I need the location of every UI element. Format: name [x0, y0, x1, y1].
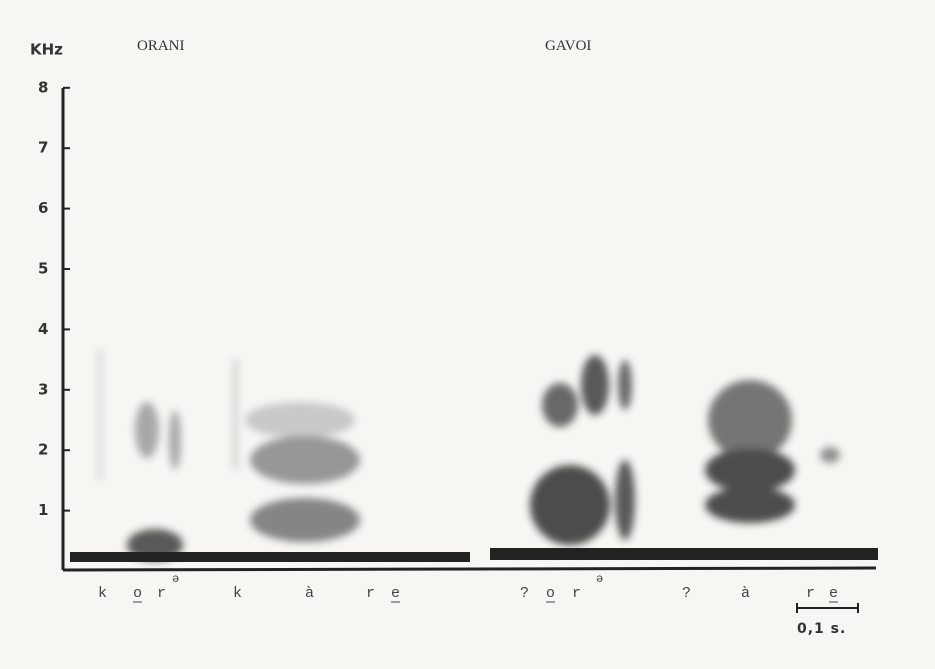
segment: ?: [520, 585, 529, 602]
segment: r: [572, 585, 581, 602]
y-tick-label: 2: [38, 441, 48, 459]
panel-title: ORANI: [137, 38, 185, 54]
segment: r: [157, 585, 166, 602]
segment: ?: [682, 585, 691, 602]
segment: r: [366, 585, 375, 602]
voicing-bar: [70, 552, 470, 562]
y-tick-label: 6: [38, 199, 48, 217]
y-tick-label: 8: [38, 78, 48, 96]
segment: k: [233, 585, 242, 602]
y-tick-label: 3: [38, 380, 48, 398]
panel-title: GAVOI: [545, 38, 591, 54]
transcription: k o rək à r e? o rə? à r e: [98, 572, 838, 603]
segment: r: [806, 585, 815, 602]
y-tick-label: 5: [38, 260, 48, 278]
scale-label: 0,1 s.: [797, 621, 846, 637]
x-axis: [62, 566, 877, 572]
y-tick-label: 7: [38, 139, 48, 157]
segment: o: [546, 585, 555, 602]
voicing-bar: [490, 548, 878, 560]
axis-unit: KHz: [30, 41, 63, 59]
segment: o: [133, 585, 142, 602]
segment: e: [391, 585, 400, 602]
y-tick-label: 1: [38, 501, 48, 519]
y-ticks: 1 2 3 4 5 6 7 8: [38, 78, 70, 519]
segment: e: [829, 585, 838, 602]
segment: ə: [172, 572, 179, 586]
spectrogram: [98, 350, 840, 561]
y-tick-label: 4: [38, 320, 48, 338]
segment: à: [305, 585, 314, 602]
segment: ə: [596, 572, 603, 586]
segment: k: [98, 585, 107, 602]
segment: à: [741, 585, 750, 602]
